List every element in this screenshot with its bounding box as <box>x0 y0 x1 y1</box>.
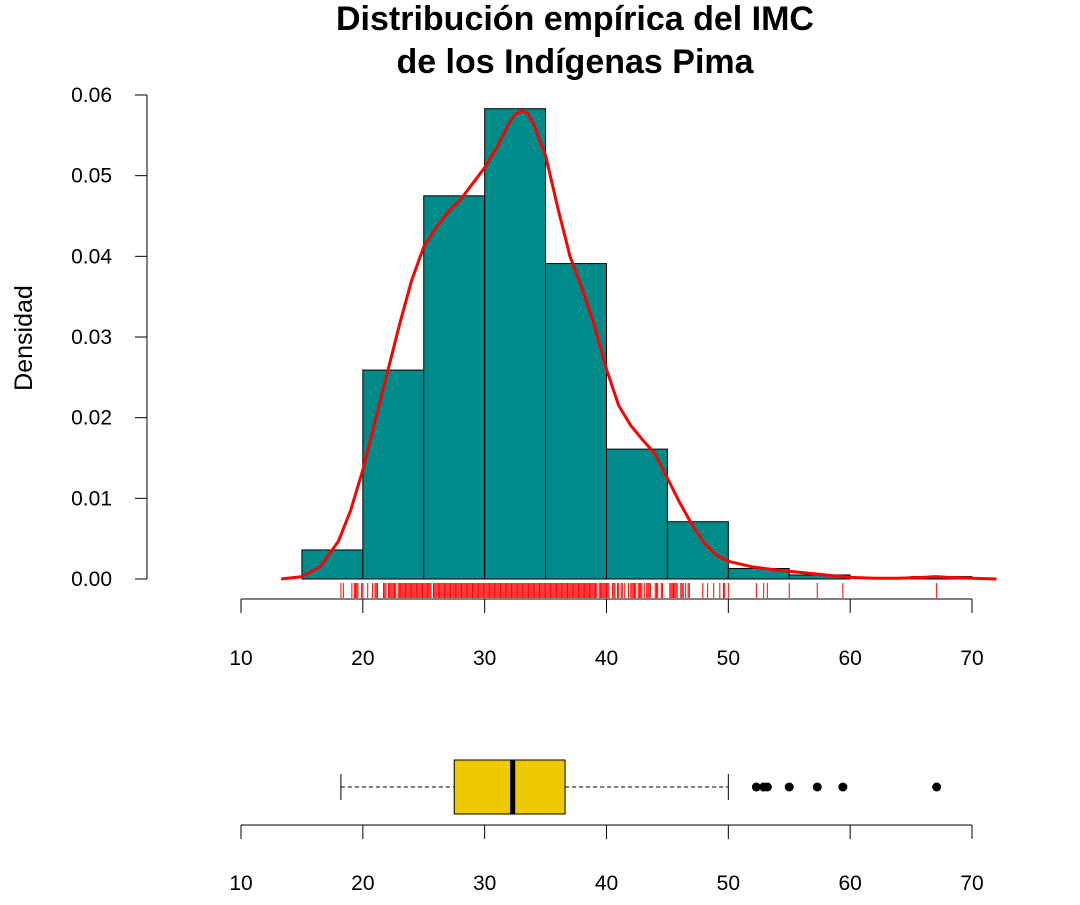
boxplot-x-tick-label: 40 <box>595 872 618 895</box>
histogram-bar-3 <box>423 195 486 580</box>
boxplot-outlier <box>838 782 848 792</box>
y-tick-label: 0.04 <box>71 245 112 268</box>
histogram-bar-5 <box>545 263 607 580</box>
boxplot-box <box>453 759 566 815</box>
boxplot-outlier <box>812 782 822 792</box>
histogram-plot: 0.00 0.01 0.02 0.03 0.04 0.05 0.06 10 20 30 40 50 60… <box>71 84 997 670</box>
histogram-bar-7 <box>666 521 729 580</box>
boxplot-x-tick-label: 30 <box>473 872 496 895</box>
y-tick-label: 0.06 <box>71 84 112 107</box>
y-tick-label: 0.02 <box>71 407 112 430</box>
histogram-bar-6 <box>606 448 668 580</box>
histogram-bar-2 <box>362 369 425 580</box>
y-tick-label: 0.05 <box>71 165 112 188</box>
histogram-x-tick-label: 10 <box>229 647 252 670</box>
histogram-x-tick-label: 60 <box>838 647 861 670</box>
histogram-x-tick-label: 70 <box>960 647 983 670</box>
histogram-bar-4 <box>484 108 547 580</box>
boxplot-x-tick-label: 10 <box>229 872 252 895</box>
boxplot-x-tick-label: 50 <box>717 872 740 895</box>
boxplot-outlier <box>932 782 942 792</box>
y-tick-label: 0.03 <box>71 326 112 349</box>
chart-title-line-2: de los Indígenas Pima <box>396 43 754 81</box>
histogram-x-tick-label: 50 <box>717 647 740 670</box>
boxplot-x-tick-label: 60 <box>838 872 861 895</box>
rug-marks <box>340 583 938 598</box>
boxplot-outlier <box>751 782 761 792</box>
boxplot-outlier <box>784 782 794 792</box>
y-tick-label: 0.01 <box>71 487 112 510</box>
histogram-x-tick-label: 30 <box>473 647 496 670</box>
boxplot-x-tick-label: 70 <box>960 872 983 895</box>
y-axis-label: Densidad <box>10 285 38 391</box>
chart-title-line-1: Distribución empírica del IMC <box>336 0 814 38</box>
histogram-x-tick-label: 40 <box>595 647 618 670</box>
boxplot-x-tick-label: 20 <box>351 872 374 895</box>
density-curve <box>281 109 997 581</box>
y-tick-label: 0.00 <box>71 568 112 591</box>
boxplot-outlier <box>762 782 772 792</box>
histogram-x-tick-label: 20 <box>351 647 374 670</box>
histogram-bar-1 <box>301 549 364 580</box>
boxplot-plot: 10 20 30 40 50 60 70 <box>229 759 984 895</box>
